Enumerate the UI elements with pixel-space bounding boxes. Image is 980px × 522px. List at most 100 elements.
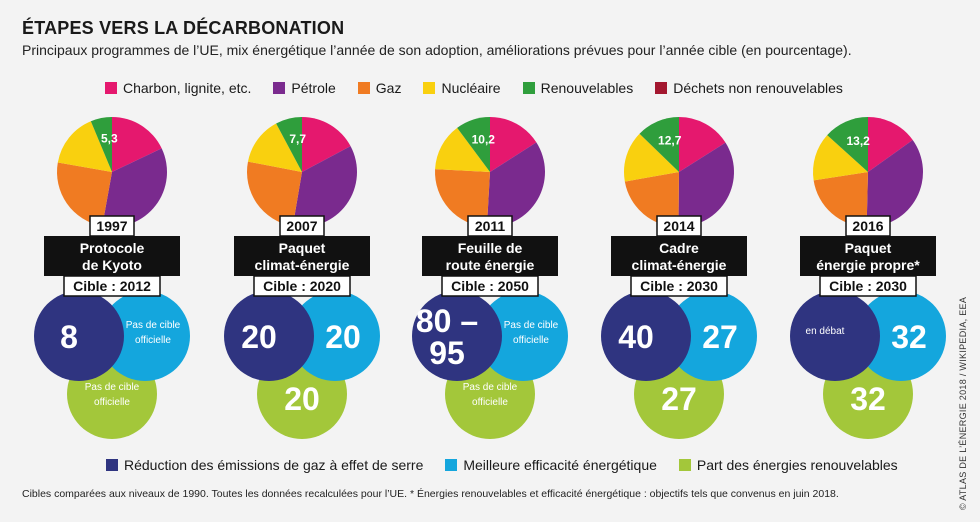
pie-slice xyxy=(302,117,351,172)
pie-slice xyxy=(827,117,868,172)
target-ghg-circle xyxy=(224,291,314,381)
chart-title: ÉTAPES VERS LA DÉCARBONATION xyxy=(22,18,345,38)
legend-target-swatch xyxy=(678,459,691,471)
target-efficiency-value: 20 xyxy=(325,319,361,355)
target-ghg-value: 8 xyxy=(60,319,78,355)
pie-slice xyxy=(90,117,112,172)
legend-target-swatch xyxy=(106,459,118,471)
pie-slice xyxy=(247,161,302,227)
pie-slice xyxy=(624,172,679,227)
pie-slice xyxy=(112,117,162,172)
program-name-box xyxy=(44,236,180,276)
footnote: Cibles comparées aux niveaux de 1990. To… xyxy=(22,488,839,500)
target-year: Cible : 2030 xyxy=(640,278,718,294)
pie-renewables-label: 5,3 xyxy=(101,132,118,146)
program-name-line: climat-énergie xyxy=(632,257,727,273)
legend-target-label: Réduction des émissions de gaz à effet d… xyxy=(124,457,424,473)
target-renewables-value: 20 xyxy=(284,381,320,417)
target-year: Cible : 2050 xyxy=(451,278,529,294)
target-efficiency-circle xyxy=(856,291,946,381)
legend-energy-item: Pétrole xyxy=(273,80,336,96)
pie-slice xyxy=(624,133,679,182)
legend-energy-swatch xyxy=(273,82,286,94)
legend-target-label: Part des énergies renouvelables xyxy=(696,457,898,473)
program-name-line: Feuille de xyxy=(458,240,523,256)
target-ghg-value: 80 – xyxy=(416,303,478,339)
target-efficiency-note: officielle xyxy=(135,335,171,346)
target-ghg-value: 20 xyxy=(241,319,277,355)
target-ghg-value: 95 xyxy=(429,335,465,371)
pie-slice xyxy=(678,142,734,228)
target-efficiency-value: 27 xyxy=(702,319,738,355)
target-year: Cible : 2012 xyxy=(73,278,151,294)
legend-energy-label: Déchets non renouvelables xyxy=(673,80,843,96)
legend-energy-item: Gaz xyxy=(357,80,402,96)
program-name-box xyxy=(422,236,558,276)
legend-energy-label: Gaz xyxy=(375,80,402,96)
program-name-line: Paquet xyxy=(845,240,892,256)
program-name-box xyxy=(234,236,370,276)
legend-targets: Réduction des émissions de gaz à effet d… xyxy=(106,457,898,473)
legend-target-item: Part des énergies renouvelables xyxy=(678,457,898,473)
program-name-line: Paquet xyxy=(279,240,326,256)
target-ghg-circle xyxy=(601,291,691,381)
pie-slice xyxy=(435,127,490,172)
legend-energy-item: Charbon, lignite, etc. xyxy=(105,80,251,96)
legend-energy-label: Nucléaire xyxy=(441,80,501,96)
legend-target-label: Meilleure efficacité énergétique xyxy=(463,457,657,473)
legend-energy-swatch xyxy=(522,82,535,94)
legend-energy-mix: Charbon, lignite, etc. Pétrole Gaz Nucléair… xyxy=(105,80,843,96)
target-renewables-note: Pas de cible xyxy=(85,382,140,393)
target-efficiency-note: Pas de cible xyxy=(126,320,181,331)
pie-slice xyxy=(102,148,167,227)
target-year: Cible : 2030 xyxy=(829,278,907,294)
pie-slice xyxy=(57,121,112,172)
legend-energy-label: Pétrole xyxy=(291,80,336,96)
program-year: 2014 xyxy=(663,218,694,234)
pie-slice xyxy=(276,117,302,172)
pie-renewables-label: 13,2 xyxy=(846,134,870,148)
pie-slice xyxy=(813,172,868,227)
target-ghg-circle xyxy=(412,291,502,381)
target-efficiency-circle xyxy=(290,291,380,381)
program-year: 2016 xyxy=(852,218,883,234)
pie-slice xyxy=(247,123,302,172)
target-year-box xyxy=(441,275,539,297)
pie-slice xyxy=(866,140,923,227)
target-renewables-value: 32 xyxy=(850,381,886,417)
legend-target-item: Meilleure efficacité énergétique xyxy=(445,457,657,473)
target-year-box xyxy=(63,275,161,297)
target-renewables-note: officielle xyxy=(94,397,130,408)
legend-target-item: Réduction des émissions de gaz à effet d… xyxy=(106,457,423,473)
pie-renewables-label: 7,7 xyxy=(289,132,306,146)
target-renewables-value: 27 xyxy=(661,381,697,417)
pie-slice xyxy=(679,117,726,172)
legend-energy-swatch xyxy=(423,82,436,94)
program-name-line: Protocole xyxy=(80,240,145,256)
target-ghg-value: 40 xyxy=(618,319,654,355)
target-efficiency-note: Pas de cible xyxy=(504,320,559,331)
pie-slice xyxy=(435,169,490,227)
program-year: 2007 xyxy=(286,218,317,234)
legend-energy-item: Nucléaire xyxy=(423,80,501,96)
legend-energy-label: Charbon, lignite, etc. xyxy=(123,80,252,96)
pie-slice xyxy=(812,135,868,181)
target-year-box xyxy=(253,275,351,297)
target-renewables-note: Pas de cible xyxy=(463,382,518,393)
target-efficiency-note: officielle xyxy=(513,335,549,346)
target-efficiency-value: 32 xyxy=(891,319,927,355)
program-name-box xyxy=(611,236,747,276)
credit: © ATLAS DE L’ÉNERGIE 2018 / WIKIPEDIA, E… xyxy=(958,296,968,510)
target-year: Cible : 2020 xyxy=(263,278,341,294)
program-name-line: énergie propre* xyxy=(816,257,920,273)
target-efficiency-circle xyxy=(100,291,190,381)
legend-energy-item: Renouvelables xyxy=(522,80,634,96)
target-year-box xyxy=(819,275,917,297)
program-name-line: de Kyoto xyxy=(82,257,142,273)
target-ghg-note: en débat xyxy=(806,326,845,337)
legend-energy-label: Renouvelables xyxy=(540,80,634,96)
legend-energy-item: Déchets non renouvelables xyxy=(655,80,843,96)
pie-slice xyxy=(639,117,679,172)
program-name-box xyxy=(800,236,936,276)
